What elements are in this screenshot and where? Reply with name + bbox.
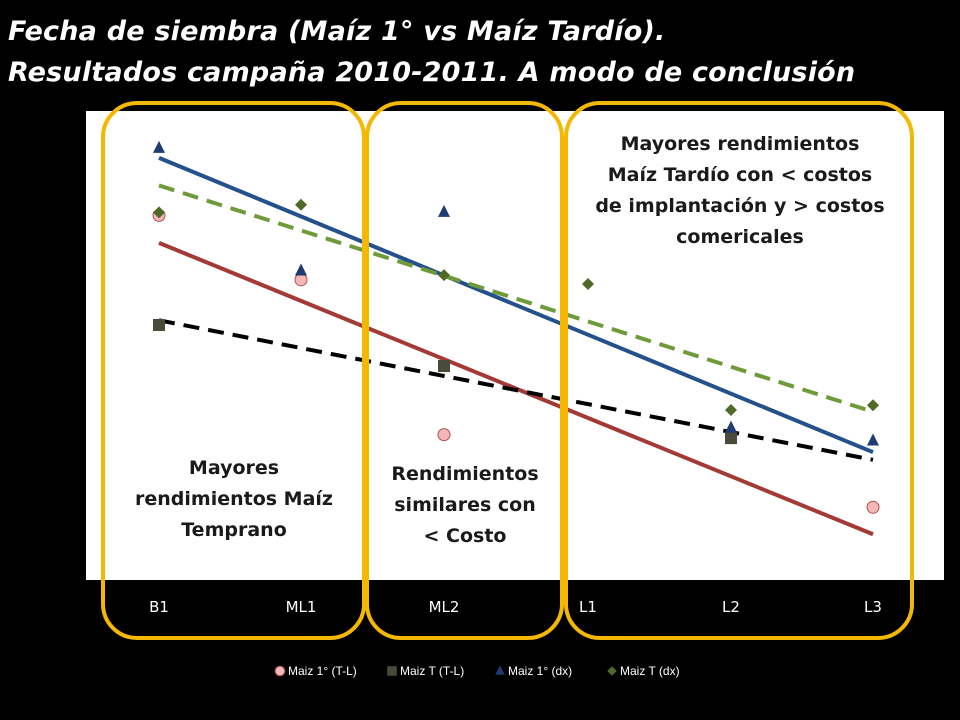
y-tick-label: 4,00 [50, 514, 74, 528]
data-point-series-3 [153, 140, 165, 153]
annotation-text: Temprano [181, 519, 287, 541]
x-axis-ticks: B1 ML1 ML2 L1 L2 L3 [149, 598, 882, 616]
x-tick-label: ML2 [429, 598, 460, 616]
data-point-series-1 [294, 273, 308, 287]
annotation-text: rendimientos Maíz [135, 488, 333, 510]
legend-marker-3 [495, 665, 505, 675]
data-point-series-3 [438, 204, 450, 217]
data-point-series-4 [295, 198, 307, 211]
data-point-series-3 [725, 420, 737, 433]
legend-label: Maiz 1° (dx) [508, 664, 572, 678]
annotation-text: < Costo [424, 525, 507, 547]
highlight-box-2 [365, 101, 564, 640]
highlight-box-3 [564, 101, 914, 640]
annotation-text: de implantación y > costos [595, 195, 884, 217]
annotation-text: Maíz Tardío con < costos [608, 164, 872, 186]
annotations: Mayores rendimientos Maíz Temprano Rendimie… [135, 133, 885, 547]
legend-marker-2 [387, 666, 397, 676]
data-point-series-3 [867, 433, 879, 446]
x-tick-label: L2 [722, 598, 740, 616]
data-point-series-4 [867, 399, 879, 412]
x-tick-label: B1 [149, 598, 169, 616]
y-tick-label: 10,00 [43, 163, 73, 177]
trend-lines [158, 156, 874, 537]
y-tick-label: 3,00 [50, 573, 74, 587]
y-tick-label: 11,00 [44, 104, 73, 118]
data-point-series-2 [725, 432, 737, 445]
y-tick-label: 5,00 [50, 456, 74, 470]
legend-label: Maiz T (dx) [620, 664, 680, 678]
x-tick-label: L3 [864, 598, 882, 616]
y-axis-label: Rendimiento (tn/ha) [22, 303, 32, 388]
y-axis-ticks: 3,00 4,00 5,00 6,00 7,00 8,00 9,00 10,00 11,00 [43, 104, 73, 587]
annotation-text: comericales [676, 226, 804, 248]
data-point-series-1 [437, 428, 451, 442]
y-tick-label: 8,00 [50, 280, 74, 294]
data-point-series-4 [153, 206, 165, 219]
y-tick-label: 7,00 [50, 339, 74, 353]
highlight-boxes [101, 101, 914, 640]
data-point-series-4 [582, 277, 594, 290]
plot-area [86, 111, 944, 580]
chart-title-line-1: Fecha de siembra (Maíz 1° vs Maíz Tardío… [8, 16, 666, 47]
legend-marker-4 [607, 666, 617, 676]
legend-label: Maiz 1° (T-L) [288, 664, 357, 678]
data-point-series-4 [725, 403, 737, 416]
annotation-text: Mayores rendimientos [621, 133, 860, 155]
highlight-box-1 [101, 101, 366, 640]
annotation-text: similares con [394, 494, 536, 516]
data-point-series-2 [438, 360, 450, 373]
x-tick-label: ML1 [286, 598, 317, 616]
chart-title-line-2: Resultados campaña 2010-2011. A modo de … [8, 57, 856, 88]
data-point-series-1 [866, 500, 880, 514]
legend-marker-1 [274, 665, 286, 677]
data-points [152, 140, 880, 514]
x-tick-label: L1 [579, 598, 597, 616]
y-tick-label: 9,00 [50, 221, 74, 235]
legend: Maiz 1° (T-L) Maiz T (T-L) Maiz 1° (dx) Mai… [274, 664, 680, 678]
annotation-text: Rendimientos [391, 463, 538, 485]
trend-line-2 [158, 318, 874, 462]
trend-line-3 [158, 156, 874, 455]
data-point-series-3 [295, 263, 307, 276]
data-point-series-2 [153, 318, 165, 331]
legend-label: Maiz T (T-L) [400, 664, 464, 678]
data-point-series-4 [438, 269, 450, 282]
annotation-text: Mayores [189, 457, 279, 479]
y-tick-label: 6,00 [50, 397, 74, 411]
